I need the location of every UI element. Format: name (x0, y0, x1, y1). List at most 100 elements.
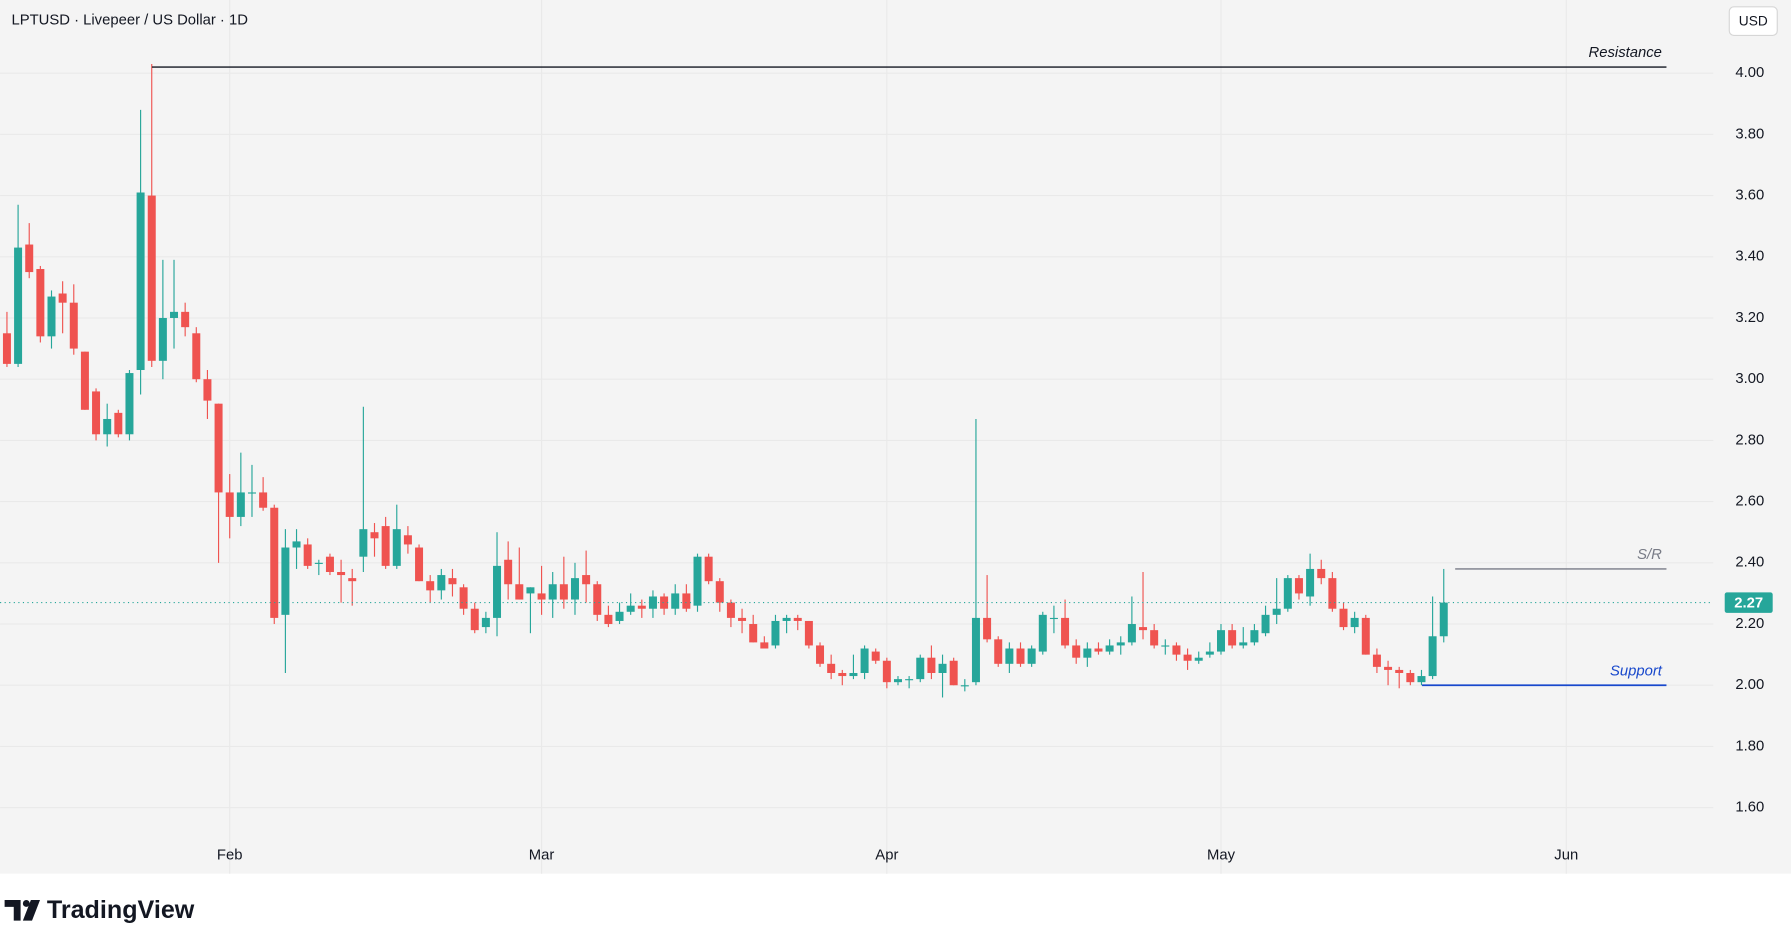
candle-body (1350, 617, 1359, 628)
candle-body (949, 660, 958, 686)
candle-body (426, 581, 435, 591)
candle-body (80, 351, 89, 410)
candle-body (1372, 654, 1381, 667)
candle-body (682, 593, 691, 609)
candle-body (637, 605, 646, 609)
candle-body (738, 617, 747, 621)
grid (0, 0, 1714, 874)
level-label: Resistance (1589, 45, 1662, 61)
y-tick-label: 3.20 (1735, 310, 1764, 326)
y-tick-label: 3.40 (1735, 249, 1764, 265)
candle-body (415, 547, 424, 582)
candle-body (860, 648, 869, 673)
candle-body (1239, 642, 1248, 646)
candle-body (403, 535, 412, 545)
currency-box[interactable] (1728, 6, 1778, 36)
candle-body (47, 296, 56, 337)
candle-body (1183, 654, 1192, 661)
candles (2, 63, 1448, 698)
candle-body (1127, 624, 1136, 643)
candle-body (493, 565, 502, 618)
x-tick-label: May (1207, 847, 1236, 863)
candle-body (303, 544, 312, 566)
x-tick-label: Apr (875, 847, 898, 863)
candle-body (515, 584, 524, 600)
last-price-label: 2.27 (1734, 596, 1763, 612)
candle-body (314, 562, 323, 564)
candle-body (1283, 578, 1292, 609)
candle-body (481, 617, 490, 628)
y-tick-label: 2.60 (1735, 494, 1764, 510)
currency-label[interactable]: USD (1739, 13, 1768, 28)
candle-body (882, 660, 891, 683)
last-price-tag (1724, 592, 1773, 613)
candle-body (147, 195, 156, 361)
candle-body (771, 620, 780, 646)
candle-body (960, 685, 969, 687)
candle-body (827, 663, 836, 673)
y-tick-label: 1.80 (1735, 738, 1764, 754)
candle-body (782, 617, 791, 621)
candle-body (548, 584, 557, 600)
candle-body (203, 379, 212, 401)
candle-body (1395, 669, 1404, 673)
candle-body (92, 391, 101, 435)
candle-body (181, 311, 190, 328)
candle-body (158, 317, 167, 361)
candle-body (938, 663, 947, 673)
candle-body (871, 651, 880, 661)
candle-body (838, 672, 847, 677)
y-tick-label: 4.00 (1735, 65, 1764, 81)
candle-body (281, 547, 290, 615)
x-tick-label: Feb (217, 847, 243, 863)
candle-body (359, 529, 368, 557)
candle-body (1384, 666, 1393, 670)
candle-body (927, 657, 936, 673)
candle-body (793, 617, 802, 621)
candle-body (648, 596, 657, 609)
y-tick-label: 2.40 (1735, 555, 1764, 571)
candle-body (582, 575, 591, 585)
y-tick-label: 2.00 (1735, 677, 1764, 693)
candle-body (448, 578, 457, 585)
candle-body (704, 556, 713, 582)
candle-body (726, 602, 735, 618)
candle-body (849, 672, 858, 677)
candle-body (715, 581, 724, 603)
candle-body (816, 645, 825, 664)
candle-body (1294, 578, 1303, 594)
candle-body (504, 559, 513, 585)
candle-body (1328, 578, 1337, 609)
candle-body (1194, 657, 1203, 661)
candle-body (971, 617, 980, 683)
candle-body (225, 492, 234, 517)
candle-body (1038, 614, 1047, 652)
candle-body (804, 620, 813, 646)
candle-body (1083, 648, 1092, 658)
y-tick-label: 3.80 (1735, 126, 1764, 142)
x-tick-label: Mar (529, 847, 555, 863)
candle-body (247, 492, 256, 494)
candle-body (1161, 645, 1170, 647)
candle-body (916, 657, 925, 680)
candle-body (1072, 645, 1081, 658)
candle-body (693, 556, 702, 606)
candle-body (749, 624, 758, 643)
candle-body (1306, 568, 1315, 597)
footer-background (0, 873, 1791, 948)
candle-body (437, 575, 446, 591)
candle-body (760, 642, 769, 649)
candle-body (1150, 630, 1159, 646)
candle-body (1272, 608, 1281, 615)
candle-body (114, 412, 123, 435)
candle-body (1016, 648, 1025, 664)
candle-body (470, 608, 479, 631)
candle-body (370, 532, 379, 539)
candle-body (1250, 630, 1259, 643)
candle-body (537, 593, 546, 600)
candle-body (259, 492, 268, 508)
candle-body (983, 617, 992, 640)
candle-body (236, 492, 245, 517)
candle-body (103, 418, 112, 435)
